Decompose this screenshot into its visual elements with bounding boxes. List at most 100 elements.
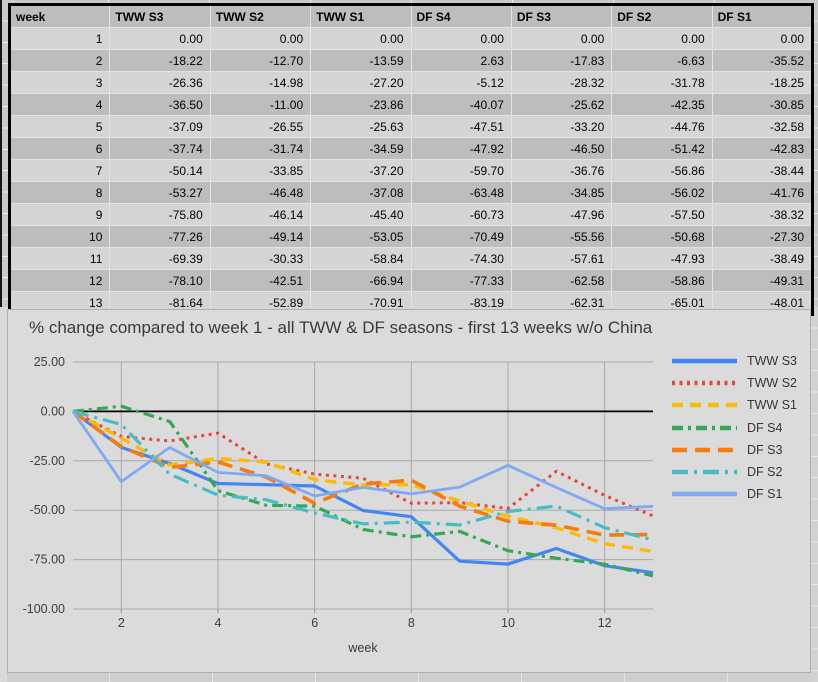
table-cell[interactable]: -75.80 bbox=[109, 203, 211, 226]
table-cell[interactable]: -25.63 bbox=[310, 115, 412, 138]
table-cell[interactable]: 0.00 bbox=[511, 27, 613, 50]
table-cell[interactable]: -56.02 bbox=[611, 181, 713, 204]
table-cell[interactable]: -70.49 bbox=[411, 225, 512, 248]
table-cell[interactable]: 0.00 bbox=[411, 27, 512, 50]
table-cell[interactable]: -49.14 bbox=[210, 225, 312, 248]
table-cell[interactable]: 8 bbox=[9, 181, 111, 204]
table-cell[interactable]: -50.14 bbox=[109, 159, 211, 182]
table-cell[interactable]: 2.63 bbox=[411, 49, 512, 72]
column-header-tww-s1[interactable]: TWW S1 bbox=[310, 4, 412, 28]
table-cell[interactable]: -49.31 bbox=[712, 269, 814, 292]
table-cell[interactable]: -77.33 bbox=[411, 269, 512, 292]
table-cell[interactable]: -47.93 bbox=[611, 247, 713, 270]
table-cell[interactable]: 0.00 bbox=[210, 27, 312, 50]
table-cell[interactable]: -37.09 bbox=[109, 115, 211, 138]
table-cell[interactable]: -42.35 bbox=[611, 93, 713, 116]
table-cell[interactable]: -58.84 bbox=[310, 247, 412, 270]
table-cell[interactable]: -59.70 bbox=[411, 159, 512, 182]
table-cell[interactable]: -31.78 bbox=[611, 71, 713, 94]
table-cell[interactable]: -55.56 bbox=[511, 225, 613, 248]
table-cell[interactable]: -60.73 bbox=[411, 203, 512, 226]
table-cell[interactable]: -30.33 bbox=[210, 247, 312, 270]
table-cell[interactable]: -53.27 bbox=[109, 181, 211, 204]
table-cell[interactable]: -58.86 bbox=[611, 269, 713, 292]
table-cell[interactable]: -11.00 bbox=[210, 93, 312, 116]
table-cell[interactable]: -37.74 bbox=[109, 137, 211, 160]
table-cell[interactable]: -56.86 bbox=[611, 159, 713, 182]
table-cell[interactable]: -34.85 bbox=[511, 181, 613, 204]
table-cell[interactable]: -35.52 bbox=[712, 49, 814, 72]
table-cell[interactable]: -17.83 bbox=[511, 49, 613, 72]
table-cell[interactable]: -51.42 bbox=[611, 137, 713, 160]
table-cell[interactable]: -69.39 bbox=[109, 247, 211, 270]
table-cell[interactable]: -46.48 bbox=[210, 181, 312, 204]
table-cell[interactable]: -45.40 bbox=[310, 203, 412, 226]
table-cell[interactable]: -26.36 bbox=[109, 71, 211, 94]
table-cell[interactable]: -38.49 bbox=[712, 247, 814, 270]
table-cell[interactable]: -34.59 bbox=[310, 137, 412, 160]
table-cell[interactable]: -37.20 bbox=[310, 159, 412, 182]
table-cell[interactable]: -36.50 bbox=[109, 93, 211, 116]
table-cell[interactable]: -6.63 bbox=[611, 49, 713, 72]
table-cell[interactable]: -42.51 bbox=[210, 269, 312, 292]
table-cell[interactable]: -47.51 bbox=[411, 115, 512, 138]
table-cell[interactable]: 4 bbox=[9, 93, 111, 116]
table-cell[interactable]: -38.44 bbox=[712, 159, 814, 182]
table-cell[interactable]: -23.86 bbox=[310, 93, 412, 116]
table-cell[interactable]: -27.30 bbox=[712, 225, 814, 248]
table-cell[interactable]: 2 bbox=[9, 49, 111, 72]
table-cell[interactable]: -18.22 bbox=[109, 49, 211, 72]
table-cell[interactable]: 9 bbox=[9, 203, 111, 226]
table-cell[interactable]: 0.00 bbox=[109, 27, 211, 50]
table-cell[interactable]: -47.92 bbox=[411, 137, 512, 160]
table-cell[interactable]: -57.61 bbox=[511, 247, 613, 270]
table-cell[interactable]: -44.76 bbox=[611, 115, 713, 138]
column-header-df-s2[interactable]: DF S2 bbox=[611, 4, 713, 28]
table-cell[interactable]: -41.76 bbox=[712, 181, 814, 204]
table-cell[interactable]: -50.68 bbox=[611, 225, 713, 248]
table-cell[interactable]: -42.83 bbox=[712, 137, 814, 160]
table-cell[interactable]: -33.85 bbox=[210, 159, 312, 182]
column-header-tww-s2[interactable]: TWW S2 bbox=[210, 4, 312, 28]
table-cell[interactable]: -53.05 bbox=[310, 225, 412, 248]
chart-object[interactable]: % change compared to week 1 - all TWW & … bbox=[7, 309, 811, 673]
table-cell[interactable]: 10 bbox=[9, 225, 111, 248]
table-cell[interactable]: -70.91 bbox=[310, 291, 412, 315]
column-header-df-s4[interactable]: DF S4 bbox=[411, 4, 512, 28]
table-cell[interactable]: -37.08 bbox=[310, 181, 412, 204]
table-cell[interactable]: -77.26 bbox=[109, 225, 211, 248]
table-cell[interactable]: -18.25 bbox=[712, 71, 814, 94]
table-cell[interactable]: -66.94 bbox=[310, 269, 412, 292]
table-cell[interactable]: 5 bbox=[9, 115, 111, 138]
table-cell[interactable]: -28.32 bbox=[511, 71, 613, 94]
column-header-df-s3[interactable]: DF S3 bbox=[511, 4, 613, 28]
table-cell[interactable]: 0.00 bbox=[310, 27, 412, 50]
table-cell[interactable]: -46.14 bbox=[210, 203, 312, 226]
table-cell[interactable]: 1 bbox=[9, 27, 111, 50]
table-cell[interactable]: -40.07 bbox=[411, 93, 512, 116]
table-cell[interactable]: -46.50 bbox=[511, 137, 613, 160]
table-cell[interactable]: 6 bbox=[9, 137, 111, 160]
table-cell[interactable]: 0.00 bbox=[611, 27, 713, 50]
table-cell[interactable]: -12.70 bbox=[210, 49, 312, 72]
column-header-tww-s3[interactable]: TWW S3 bbox=[109, 4, 211, 28]
table-cell[interactable]: -36.76 bbox=[511, 159, 613, 182]
table-cell[interactable]: -62.58 bbox=[511, 269, 613, 292]
table-cell[interactable]: -5.12 bbox=[411, 71, 512, 94]
table-cell[interactable]: -47.96 bbox=[511, 203, 613, 226]
table-cell[interactable]: -78.10 bbox=[109, 269, 211, 292]
table-cell[interactable]: -30.85 bbox=[712, 93, 814, 116]
table-cell[interactable]: 3 bbox=[9, 71, 111, 94]
column-header-df-s1[interactable]: DF S1 bbox=[712, 4, 814, 28]
table-cell[interactable]: -57.50 bbox=[611, 203, 713, 226]
table-cell[interactable]: -26.55 bbox=[210, 115, 312, 138]
table-cell[interactable]: 7 bbox=[9, 159, 111, 182]
table-cell[interactable]: -31.74 bbox=[210, 137, 312, 160]
table-cell[interactable]: -33.20 bbox=[511, 115, 613, 138]
table-cell[interactable]: 0.00 bbox=[712, 27, 814, 50]
table-cell[interactable]: -27.20 bbox=[310, 71, 412, 94]
table-cell[interactable]: -13.59 bbox=[310, 49, 412, 72]
table-cell[interactable]: -38.32 bbox=[712, 203, 814, 226]
table-cell[interactable]: -14.98 bbox=[210, 71, 312, 94]
table-cell[interactable]: -32.58 bbox=[712, 115, 814, 138]
